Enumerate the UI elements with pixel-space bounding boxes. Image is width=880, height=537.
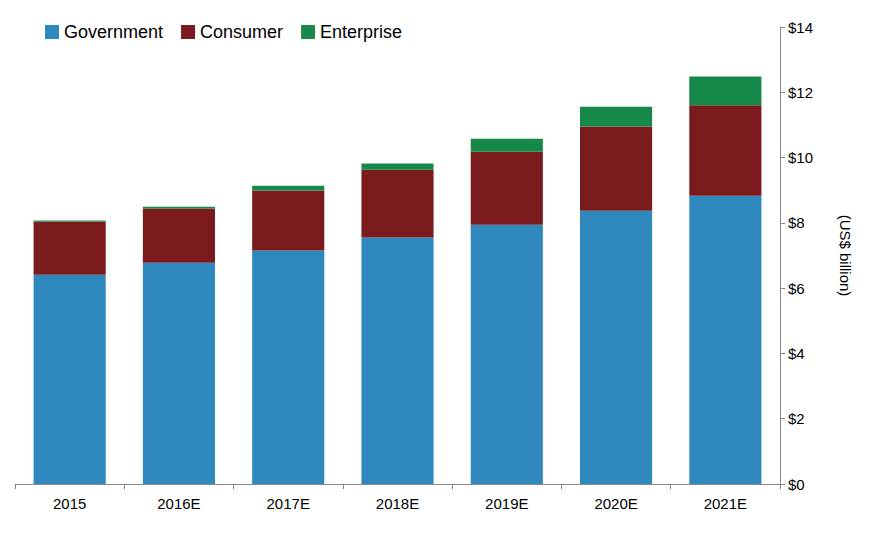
- svg-text:2015: 2015: [53, 495, 86, 512]
- svg-text:$0: $0: [788, 476, 805, 493]
- svg-text:Government: Government: [64, 22, 163, 42]
- svg-text:2021E: 2021E: [704, 495, 747, 512]
- svg-text:$8: $8: [788, 214, 805, 231]
- svg-text:$14: $14: [788, 19, 813, 36]
- svg-text:2017E: 2017E: [267, 495, 310, 512]
- svg-text:2018E: 2018E: [376, 495, 419, 512]
- svg-text:2016E: 2016E: [157, 495, 200, 512]
- svg-text:$6: $6: [788, 280, 805, 297]
- svg-text:$2: $2: [788, 410, 805, 427]
- svg-text:Enterprise: Enterprise: [320, 22, 402, 42]
- svg-text:$10: $10: [788, 149, 813, 166]
- svg-text:$12: $12: [788, 84, 813, 101]
- svg-text:2020E: 2020E: [594, 495, 637, 512]
- svg-text:2019E: 2019E: [485, 495, 528, 512]
- svg-text:$4: $4: [788, 345, 805, 362]
- svg-text:(US$ billion): (US$ billion): [837, 215, 854, 297]
- svg-text:Consumer: Consumer: [200, 22, 283, 42]
